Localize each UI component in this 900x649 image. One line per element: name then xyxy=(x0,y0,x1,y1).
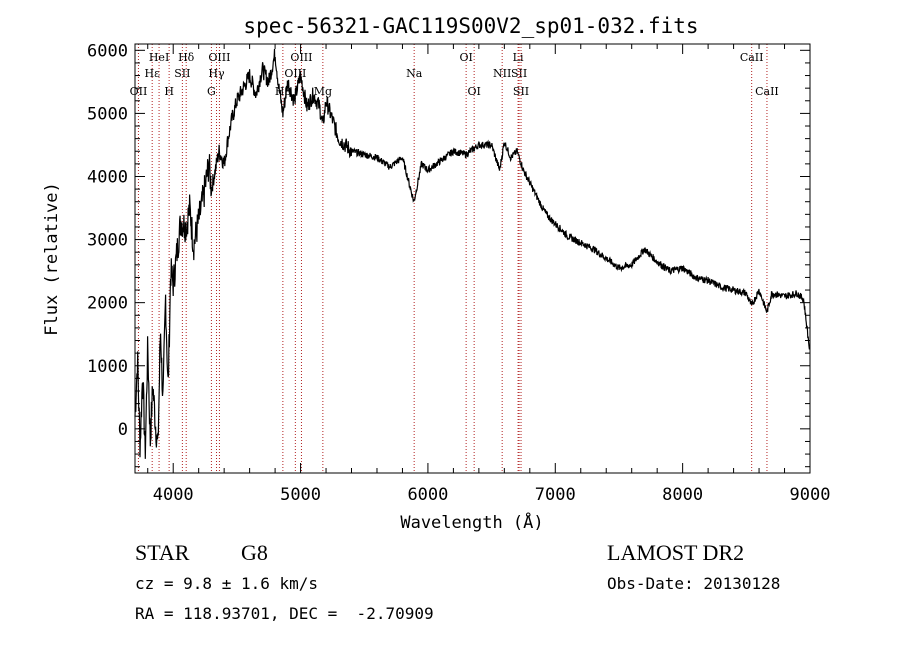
x-tick-label: 4000 xyxy=(153,485,194,505)
line-marker-label: Na xyxy=(406,67,423,80)
redshift-text: cz = 9.8 ± 1.6 km/s xyxy=(135,574,318,593)
object-class: STAR xyxy=(135,540,190,565)
obs-date-text: Obs-Date: 20130128 xyxy=(607,574,780,593)
x-tick-label: 9000 xyxy=(790,485,831,505)
line-marker-label: CaII xyxy=(755,85,779,98)
line-marker-label: Hε xyxy=(145,67,161,80)
line-marker-label: Hγ xyxy=(208,67,225,80)
line-marker-label: H xyxy=(164,85,174,98)
survey-name: LAMOST DR2 xyxy=(607,540,744,565)
x-tick-label: 5000 xyxy=(280,485,321,505)
line-marker-label: NII xyxy=(493,67,511,80)
line-marker-label: SII xyxy=(513,85,529,98)
line-marker-label: SII xyxy=(511,67,527,80)
y-tick-label: 3000 xyxy=(87,231,128,251)
line-marker-layer: OIIHεHeIHSIIHδGHγOIIIHβOIIIOIIIMgNaOIOIN… xyxy=(130,44,779,473)
y-tick-label: 0 xyxy=(118,420,128,440)
coordinates-text: RA = 118.93701, DEC = -2.70909 xyxy=(135,604,434,623)
line-marker-label: OII xyxy=(130,85,148,98)
y-tick-label: 4000 xyxy=(87,167,128,187)
y-tick-label: 5000 xyxy=(87,104,128,124)
x-axis-label: Wavelength (Å) xyxy=(400,511,543,533)
line-marker-label: CaII xyxy=(740,51,764,64)
line-marker-label: OI xyxy=(459,51,472,64)
y-tick-label: 6000 xyxy=(87,41,128,61)
x-tick-label: 6000 xyxy=(407,485,448,505)
object-subclass: G8 xyxy=(241,540,268,565)
line-marker-label: OIII xyxy=(208,51,230,64)
line-marker-label: OI xyxy=(467,85,480,98)
plot-frame xyxy=(134,43,811,474)
line-marker-label: OIII xyxy=(284,67,306,80)
line-marker-label: Li xyxy=(513,51,524,64)
line-marker-label: Mg xyxy=(314,85,332,98)
x-tick-label: 7000 xyxy=(535,485,576,505)
spectrum-line xyxy=(134,48,811,459)
line-marker-label: SII xyxy=(174,67,190,80)
line-marker-label: HeI xyxy=(149,51,169,64)
y-tick-label: 1000 xyxy=(87,357,128,377)
axis-tick-layer: 4000 5000 6000 7000 8000 9000 0 1000 2000 3000 400… xyxy=(87,41,830,505)
y-tick-label: 2000 xyxy=(87,294,128,314)
chart-title: spec-56321-GAC119S00V2_sp01-032.fits xyxy=(243,14,698,38)
x-tick-label: 8000 xyxy=(662,485,703,505)
y-axis-label: Flux (relative) xyxy=(42,182,62,336)
line-marker-label: G xyxy=(207,85,216,98)
line-marker-label: Hδ xyxy=(178,51,195,64)
line-marker-label: OIII xyxy=(290,51,312,64)
